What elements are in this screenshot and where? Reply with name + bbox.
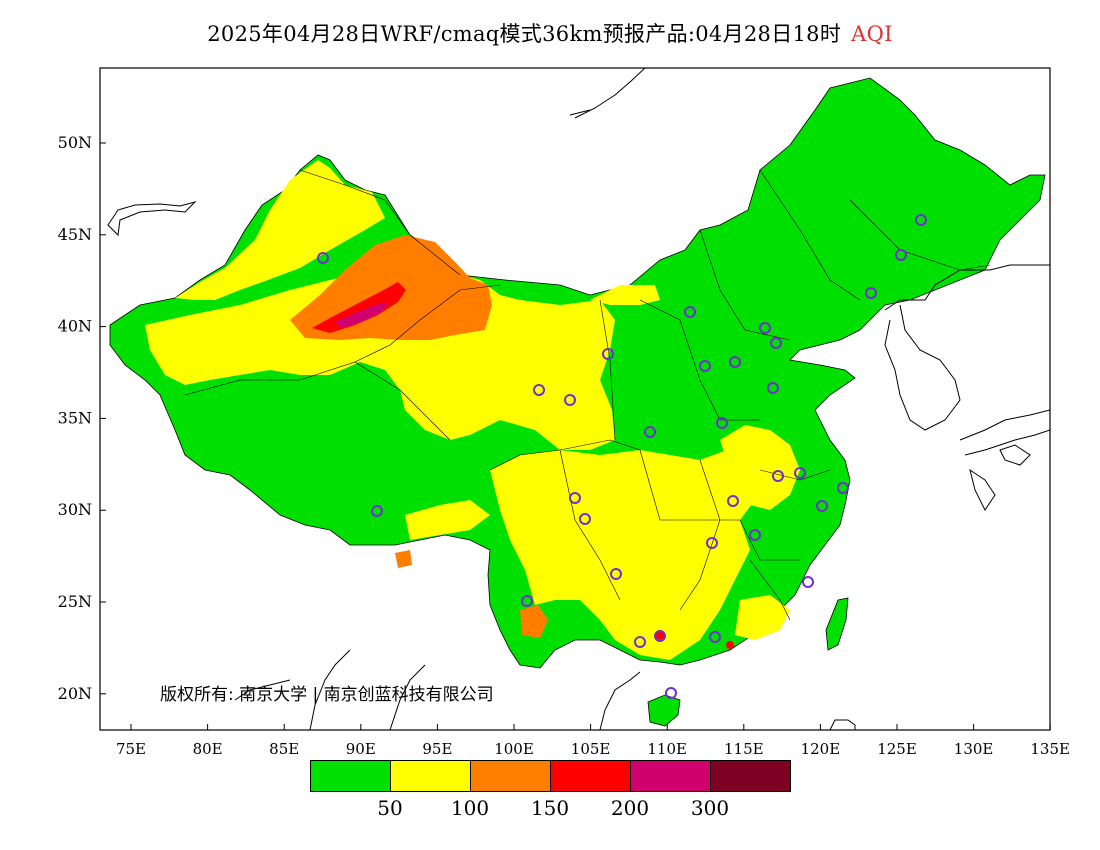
station-marker [706,537,718,549]
station-marker [716,417,728,429]
legend-tick-label: 300 [690,796,730,820]
legend-swatch [631,761,711,791]
aqi-yellow-southwest [490,445,760,660]
station-marker [569,492,581,504]
station-marker [579,513,591,525]
station-marker [634,636,646,648]
lat-tick-label: 45N [58,225,92,244]
map-frame [99,67,1051,731]
station-marker [770,337,782,349]
taiwan-island [825,597,849,651]
legend-color-bar [310,760,791,792]
legend-swatch [711,761,790,791]
lat-tick-label: 20N [58,684,92,703]
lat-tick-label: 25N [58,592,92,611]
lat-tick-label: 40N [58,317,92,336]
lon-tick-label: 95E [422,740,452,758]
legend-tick-label: 100 [450,796,490,820]
lon-tick-label: 110E [647,740,687,758]
map-title: 2025年04月28日WRF/cmaq模式36km预报产品:04月28日18时 A… [0,18,1100,48]
station-marker [564,394,576,406]
latitude-axis: 50N 45N 40N 35N 30N 25N 20N [58,133,106,703]
title-main: 2025年04月28日WRF/cmaq模式36km预报产品:04月28日18时 [207,22,842,46]
aqi-purple-core [335,302,388,328]
neighbour-coastlines [107,68,1050,730]
aqi-yellow-southeast [735,595,790,640]
station-marker [837,482,849,494]
aqi-legend: 50 100 150 200 300 [310,760,791,820]
copyright-notice: 版权所有: 南京大学 | 南京创蓝科技有限公司 [160,685,494,705]
station-marker [749,529,761,541]
title-variable: AQI [851,22,893,46]
lon-tick-label: 120E [801,740,841,758]
legend-swatch [551,761,631,791]
station-marker [729,356,741,368]
legend-tick-label: 150 [530,796,570,820]
station-marker [802,576,814,588]
lat-tick-label: 50N [58,133,92,152]
hainan-island [647,694,681,727]
aqi-yellow-northwest [175,160,385,300]
aqi-yellow-tibet-strip [405,500,490,540]
lon-tick-label: 105E [571,740,611,758]
lat-tick-label: 35N [58,408,92,427]
station-marker [317,252,329,264]
lon-tick-label: 125E [877,740,917,758]
station-marker [654,630,666,642]
longitude-axis: 75E 80E 85E 90E 95E 100E 105E 110E 115E 120E 125E 1… [116,724,1070,758]
legend-swatch [471,761,551,791]
aqi-yellow-east [720,425,800,510]
station-marker [610,568,622,580]
aqi-red-region [312,282,406,333]
station-marker [895,249,907,261]
station-marker [772,470,784,482]
lon-tick-label: 100E [494,740,534,758]
station-marker [759,322,771,334]
station-marker [816,500,828,512]
aqi-orange-south [520,605,548,638]
legend-swatch [391,761,471,791]
station-marker [767,382,779,394]
legend-tick-label: 50 [377,796,403,820]
lon-tick-label: 130E [954,740,994,758]
aqi-yellow-north [590,285,660,305]
station-marker [684,306,696,318]
station-marker [865,287,877,299]
legend-swatch [311,761,391,791]
aqi-yellow-basin [145,260,615,450]
lon-tick-label: 85E [269,740,299,758]
legend-tick-labels: 50 100 150 200 300 [310,792,791,820]
station-marker [794,467,806,479]
station-marker [727,495,739,507]
station-marker [915,214,927,226]
station-marker [533,384,545,396]
lon-tick-label: 115E [724,740,764,758]
legend-tick-label: 200 [610,796,650,820]
station-marker [665,687,677,699]
station-marker [644,426,656,438]
station-marker [371,505,383,517]
province-boundaries [184,169,991,621]
lat-tick-label: 30N [58,500,92,519]
map-area [107,68,1050,730]
station-markers [317,214,927,699]
station-marker [602,348,614,360]
aqi-orange-small [395,550,412,568]
station-marker [699,360,711,372]
lon-tick-label: 135E [1030,740,1070,758]
lon-tick-label: 75E [116,740,146,758]
lon-tick-label: 90E [346,740,376,758]
lon-tick-label: 80E [193,740,223,758]
station-marker [709,631,721,643]
station-marker [521,595,533,607]
aqi-red-hotspot [726,641,734,649]
